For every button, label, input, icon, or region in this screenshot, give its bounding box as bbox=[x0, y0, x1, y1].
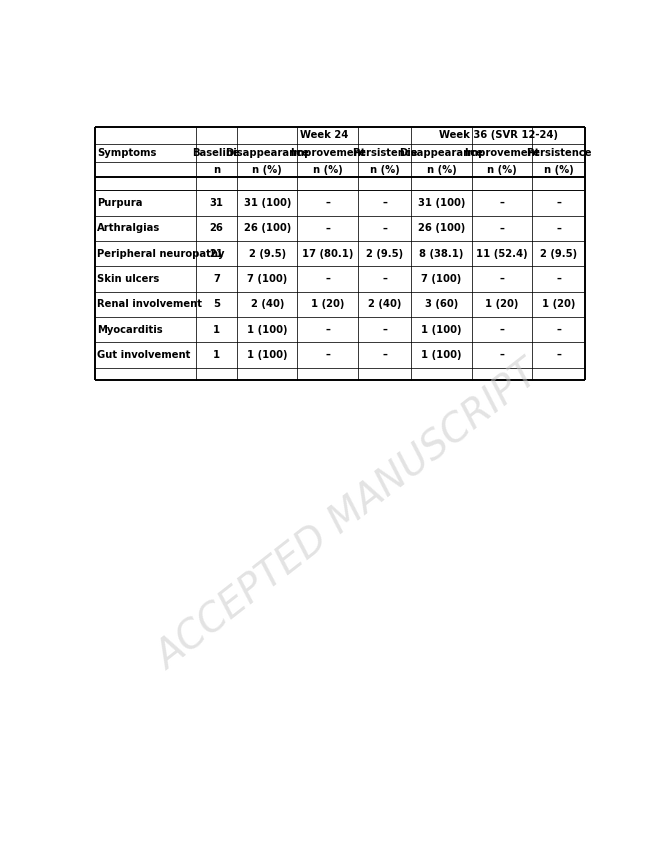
Text: n (%): n (%) bbox=[426, 164, 456, 175]
Text: –: – bbox=[500, 198, 504, 208]
Text: n (%): n (%) bbox=[544, 164, 573, 175]
Text: –: – bbox=[325, 223, 330, 234]
Text: 31 (100): 31 (100) bbox=[418, 198, 465, 208]
Text: Arthralgias: Arthralgias bbox=[97, 223, 160, 234]
Text: 11 (52.4): 11 (52.4) bbox=[476, 248, 527, 259]
Text: Skin ulcers: Skin ulcers bbox=[97, 274, 159, 284]
Text: 7 (100): 7 (100) bbox=[247, 274, 287, 284]
Text: –: – bbox=[556, 223, 561, 234]
Text: n (%): n (%) bbox=[370, 164, 399, 175]
Text: Persistence: Persistence bbox=[526, 148, 591, 158]
Text: –: – bbox=[500, 274, 504, 284]
Text: Improvement: Improvement bbox=[464, 148, 539, 158]
Text: 2 (9.5): 2 (9.5) bbox=[366, 248, 403, 259]
Text: 1 (100): 1 (100) bbox=[421, 350, 462, 360]
Text: –: – bbox=[382, 198, 387, 208]
Text: –: – bbox=[500, 324, 504, 335]
Text: 7 (100): 7 (100) bbox=[421, 274, 461, 284]
Text: –: – bbox=[556, 324, 561, 335]
Text: –: – bbox=[325, 274, 330, 284]
Text: Peripheral neuropathy: Peripheral neuropathy bbox=[97, 248, 225, 259]
Text: –: – bbox=[325, 198, 330, 208]
Text: Persistence: Persistence bbox=[352, 148, 417, 158]
Text: ACCEPTED MANUSCRIPT: ACCEPTED MANUSCRIPT bbox=[149, 356, 547, 678]
Text: 3 (60): 3 (60) bbox=[425, 299, 458, 310]
Text: 2 (9.5): 2 (9.5) bbox=[248, 248, 286, 259]
Text: Purpura: Purpura bbox=[97, 198, 143, 208]
Text: 1 (20): 1 (20) bbox=[311, 299, 344, 310]
Text: 1 (20): 1 (20) bbox=[485, 299, 519, 310]
Text: –: – bbox=[556, 350, 561, 360]
Text: Baseline: Baseline bbox=[192, 148, 241, 158]
Text: –: – bbox=[500, 223, 504, 234]
Text: 31 (100): 31 (100) bbox=[244, 198, 291, 208]
Text: n (%): n (%) bbox=[487, 164, 517, 175]
Text: 1 (20): 1 (20) bbox=[542, 299, 575, 310]
Text: 1: 1 bbox=[213, 350, 220, 360]
Text: 2 (9.5): 2 (9.5) bbox=[540, 248, 577, 259]
Text: –: – bbox=[325, 324, 330, 335]
Text: 5: 5 bbox=[213, 299, 220, 310]
Text: –: – bbox=[325, 350, 330, 360]
Text: Disappearance: Disappearance bbox=[225, 148, 309, 158]
Text: –: – bbox=[556, 198, 561, 208]
Text: Gut involvement: Gut involvement bbox=[97, 350, 190, 360]
Text: 1: 1 bbox=[213, 324, 220, 335]
Text: –: – bbox=[382, 324, 387, 335]
Text: 26: 26 bbox=[210, 223, 223, 234]
Text: 1 (100): 1 (100) bbox=[247, 350, 287, 360]
Text: 26 (100): 26 (100) bbox=[244, 223, 291, 234]
Text: Disappearance: Disappearance bbox=[399, 148, 483, 158]
Text: n (%): n (%) bbox=[312, 164, 343, 175]
Text: Myocarditis: Myocarditis bbox=[97, 324, 163, 335]
Text: 31: 31 bbox=[210, 198, 223, 208]
Text: 2 (40): 2 (40) bbox=[368, 299, 401, 310]
Text: 1 (100): 1 (100) bbox=[421, 324, 462, 335]
Text: n: n bbox=[213, 164, 220, 175]
Text: –: – bbox=[382, 350, 387, 360]
Text: 7: 7 bbox=[213, 274, 219, 284]
Text: Week 24: Week 24 bbox=[300, 131, 349, 140]
Text: Symptoms: Symptoms bbox=[97, 148, 157, 158]
Text: –: – bbox=[382, 223, 387, 234]
Text: Renal involvement: Renal involvement bbox=[97, 299, 202, 310]
Text: 17 (80.1): 17 (80.1) bbox=[302, 248, 353, 259]
Text: Improvement: Improvement bbox=[290, 148, 365, 158]
Text: –: – bbox=[556, 274, 561, 284]
Text: Week 36 (SVR 12-24): Week 36 (SVR 12-24) bbox=[439, 131, 558, 140]
Text: 21: 21 bbox=[210, 248, 223, 259]
Text: 26 (100): 26 (100) bbox=[418, 223, 465, 234]
Text: 2 (40): 2 (40) bbox=[250, 299, 284, 310]
Text: –: – bbox=[382, 274, 387, 284]
Text: 8 (38.1): 8 (38.1) bbox=[419, 248, 463, 259]
Text: –: – bbox=[500, 350, 504, 360]
Text: n (%): n (%) bbox=[252, 164, 282, 175]
Text: 1 (100): 1 (100) bbox=[247, 324, 287, 335]
